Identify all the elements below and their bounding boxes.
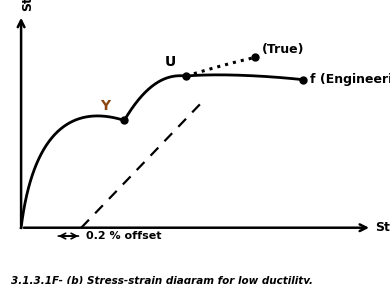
Text: Strain: Strain [375, 221, 390, 234]
Text: Stress: Stress [21, 0, 34, 11]
Text: 3.1.3.1F- (b) Stress-strain diagram for low ductility.: 3.1.3.1F- (b) Stress-strain diagram for … [11, 275, 314, 284]
Text: f (Engineering): f (Engineering) [310, 73, 390, 86]
Text: Y: Y [100, 99, 110, 113]
Text: U: U [165, 55, 176, 69]
Text: (True): (True) [262, 43, 304, 56]
Text: 0.2 % offset: 0.2 % offset [87, 231, 162, 241]
